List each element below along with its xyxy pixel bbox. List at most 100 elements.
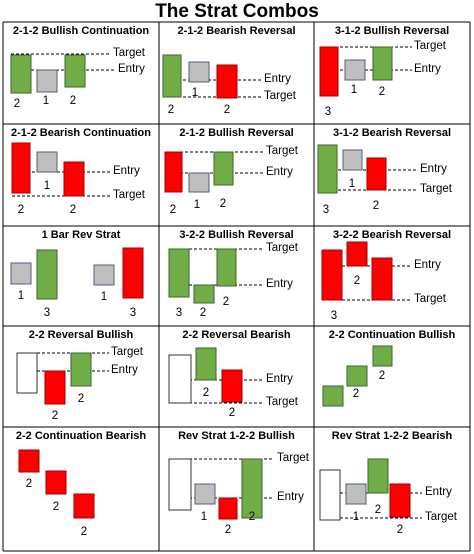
candle-label: 2 (397, 524, 403, 536)
candle (36, 249, 58, 300)
candle-label: 1 (351, 84, 357, 96)
level-label: Target (113, 47, 146, 59)
candle (346, 241, 368, 267)
candle-label: 1 (353, 511, 359, 523)
level-label: Entry (414, 259, 441, 271)
candle-label: 3 (44, 307, 50, 319)
candle (346, 365, 368, 387)
candle (168, 248, 190, 298)
candle-label: 2 (373, 200, 379, 212)
candle (366, 157, 387, 191)
candle (10, 262, 32, 285)
candle-label: 2 (70, 204, 76, 216)
candle-label: 2 (53, 501, 59, 513)
candle (63, 161, 85, 197)
candle-label: 2 (18, 204, 24, 216)
candle (194, 483, 216, 505)
candle-label: 2 (220, 198, 226, 210)
candle-label: 2 (203, 387, 209, 399)
panel-title: 2-2 Continuation Bullish (329, 329, 456, 341)
candle (221, 369, 243, 403)
candle-label: 1 (18, 290, 24, 302)
candle-label: 1 (44, 180, 50, 192)
candle-label: 1 (194, 199, 200, 211)
candle (122, 247, 144, 299)
level-label: Entry (111, 364, 138, 376)
candle (168, 354, 192, 404)
candle (372, 46, 393, 81)
level-label: Entry (113, 165, 140, 177)
candle (193, 284, 215, 304)
candle (218, 497, 238, 520)
candle-label: 2 (353, 388, 359, 400)
candle-label: 2 (52, 410, 58, 422)
level-label: Target (113, 189, 146, 201)
level-label: Target (420, 183, 453, 195)
level-label: Target (425, 511, 458, 523)
level-label: Target (264, 90, 297, 102)
candle (389, 483, 411, 518)
candle (317, 144, 338, 194)
panel-title: Rev Strat 1-2-2 Bullish (178, 430, 295, 442)
candle-label: 2 (81, 526, 87, 538)
candle (319, 46, 339, 97)
candle-label: 2 (14, 98, 20, 110)
candle (36, 69, 58, 93)
candle-label: 2 (249, 511, 255, 523)
candle (10, 54, 32, 94)
candle (345, 483, 367, 505)
candle (188, 61, 210, 83)
candle-label: 2 (200, 307, 206, 319)
candle-label: 3 (176, 307, 182, 319)
candle (322, 385, 344, 407)
level-label: Entry (414, 63, 441, 75)
level-label: Entry (425, 486, 452, 498)
candle (16, 352, 38, 394)
panel-title: 2-1-2 Bearish Continuation (11, 127, 151, 139)
candle-label: 2 (379, 370, 385, 382)
panel-title: 2-1-2 Bullish Continuation (13, 25, 150, 37)
candle (44, 370, 66, 405)
level-label: Entry (118, 63, 145, 75)
candle-label: 2 (170, 204, 176, 216)
candle-label: 2 (26, 478, 32, 490)
level-label: Target (414, 40, 447, 52)
candle-label: 1 (101, 291, 107, 303)
candle (70, 352, 92, 387)
candle (319, 469, 341, 521)
panel-title: Rev Strat 1-2-2 Bearish (332, 430, 453, 442)
candle (36, 151, 58, 173)
panel-title: 1 Bar Rev Strat (42, 229, 121, 241)
candle (45, 470, 67, 495)
candle-label: 3 (331, 310, 337, 322)
candle-label: 2 (78, 393, 84, 405)
candle (64, 54, 86, 88)
candle (216, 248, 237, 287)
candle-label: 2 (375, 504, 381, 516)
candle-label: 1 (349, 178, 355, 190)
candle (321, 249, 343, 301)
candle (11, 142, 31, 194)
candle (168, 458, 192, 511)
panel-title: 2-2 Continuation Bearish (16, 430, 146, 442)
level-label: Target (266, 242, 299, 254)
candle-label: 3 (130, 307, 136, 319)
panel-title: 3-1-2 Bearish Reversal (333, 127, 451, 139)
level-label: Target (266, 145, 299, 157)
candle (164, 151, 183, 193)
candle-label: 2 (354, 275, 360, 287)
candle-label: 2 (225, 524, 231, 536)
candle-label: 2 (224, 104, 230, 116)
candle (342, 149, 363, 171)
candle (18, 449, 40, 473)
level-label: Entry (264, 73, 291, 85)
candle (372, 345, 393, 367)
candle-label: 3 (325, 106, 331, 118)
level-label: Target (111, 346, 144, 358)
level-label: Entry (420, 163, 447, 175)
level-label: Entry (266, 166, 293, 178)
level-label: Target (277, 452, 310, 464)
panel-title: 3-2-2 Bearish Reversal (333, 229, 451, 241)
level-label: Target (414, 293, 447, 305)
